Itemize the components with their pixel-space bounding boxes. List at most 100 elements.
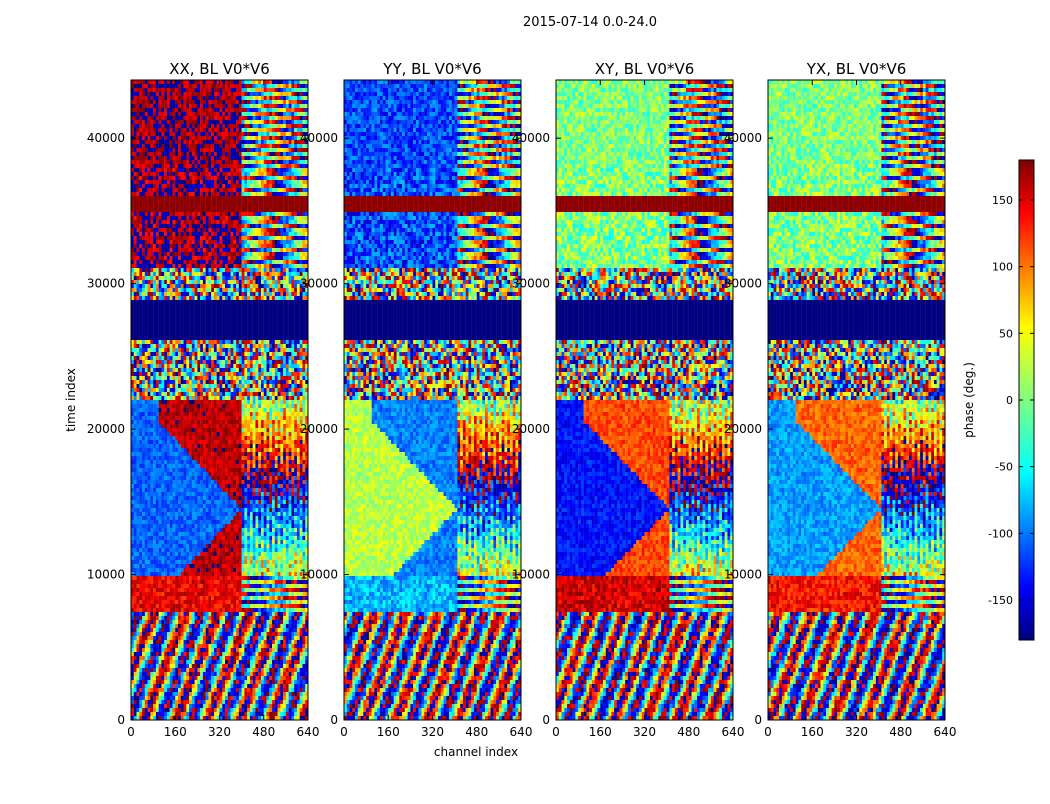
heatmap-cell [294,112,298,117]
heatmap-cell [164,192,168,197]
heatmap-cell [189,244,192,249]
heatmap-cell [211,192,215,197]
heatmap-cell [202,264,206,269]
heatmap-cell [263,348,267,353]
heatmap-cell [144,228,148,233]
heatmap-cell [247,364,251,369]
heatmap-cell [255,184,259,189]
heatmap-cell [249,388,253,393]
heatmap-cell [269,388,273,393]
heatmap-cell [294,236,298,241]
heatmap-cell [272,204,275,209]
heatmap-cell [180,280,184,285]
heatmap-cell [288,176,292,181]
heatmap-cell [296,204,300,209]
heatmap-cell [147,172,151,177]
heatmap-cell [296,232,300,237]
heatmap-cell [266,164,270,169]
heatmap-cell [172,368,176,373]
heatmap-cell [247,188,251,193]
heatmap-cell [144,316,148,321]
heatmap-cell [172,292,176,297]
heatmap-cell [249,220,253,225]
heatmap-cell [191,308,195,313]
heatmap-cell [169,304,173,309]
heatmap-cell [255,268,259,273]
heatmap-cell [233,104,237,109]
heatmap-cell [161,108,165,113]
heatmap-cell [164,88,168,93]
heatmap-cell [294,284,298,289]
heatmap-cell [131,288,134,293]
heatmap-cell [260,344,264,349]
heatmap-cell [249,160,253,165]
heatmap-cell [172,232,176,237]
heatmap-cell [205,132,209,137]
heatmap-cell [225,296,228,301]
heatmap-cell [142,228,145,233]
heatmap-cell [202,364,206,369]
heatmap-cell [241,276,245,281]
heatmap-cell [222,108,226,113]
heatmap-cell [249,260,253,265]
heatmap-cell [294,296,298,301]
heatmap-cell [252,88,256,93]
heatmap-cell [139,344,143,349]
heatmap-cell [280,356,284,361]
heatmap-cell [227,316,231,321]
heatmap-cell [263,152,267,157]
heatmap-cell [183,252,187,257]
heatmap-cell [291,340,295,345]
heatmap-cell [299,152,303,157]
heatmap-cell [158,96,162,101]
heatmap-cell [200,204,204,209]
heatmap-cell [285,312,289,317]
heatmap-cell [294,120,298,125]
heatmap-cell [180,160,184,165]
heatmap-cell [169,268,173,273]
heatmap-cell [158,300,162,305]
heatmap-cell [263,80,267,85]
heatmap-cell [244,144,248,149]
heatmap-cell [288,192,292,197]
heatmap-cell [200,344,204,349]
heatmap-cell [225,360,228,365]
heatmap-cell [208,300,212,305]
heatmap-cell [166,244,170,249]
heatmap-cell [178,128,181,133]
heatmap-cell [219,284,223,289]
heatmap-cell [200,200,204,205]
heatmap-cell [205,368,209,373]
heatmap-cell [219,312,223,317]
heatmap-cell [153,160,157,165]
heatmap-cell [274,360,278,365]
heatmap-cell [241,144,245,149]
heatmap-cell [236,188,240,193]
heatmap-cell [288,272,292,277]
heatmap-cell [200,320,204,325]
heatmap-cell [147,116,151,121]
heatmap-cell [142,368,145,373]
heatmap-cell [155,384,159,389]
heatmap-cell [272,156,275,161]
heatmap-cell [189,356,192,361]
heatmap-cell [183,296,187,301]
heatmap-cell [305,156,308,161]
heatmap-cell [249,188,253,193]
heatmap-cell [211,112,215,117]
heatmap-cell [147,380,151,385]
heatmap-cell [208,196,212,201]
heatmap-cell [266,344,270,349]
heatmap-cell [263,376,267,381]
heatmap-cell [230,264,234,269]
heatmap-cell [158,224,162,229]
heatmap-cell [269,284,273,289]
heatmap-cell [150,272,154,277]
heatmap-cell [263,192,267,197]
heatmap-cell [255,272,259,277]
heatmap-cell [155,204,159,209]
heatmap-cell [280,120,284,125]
heatmap-cell [183,184,187,189]
heatmap-cell [266,208,270,213]
heatmap-cell [172,148,176,153]
